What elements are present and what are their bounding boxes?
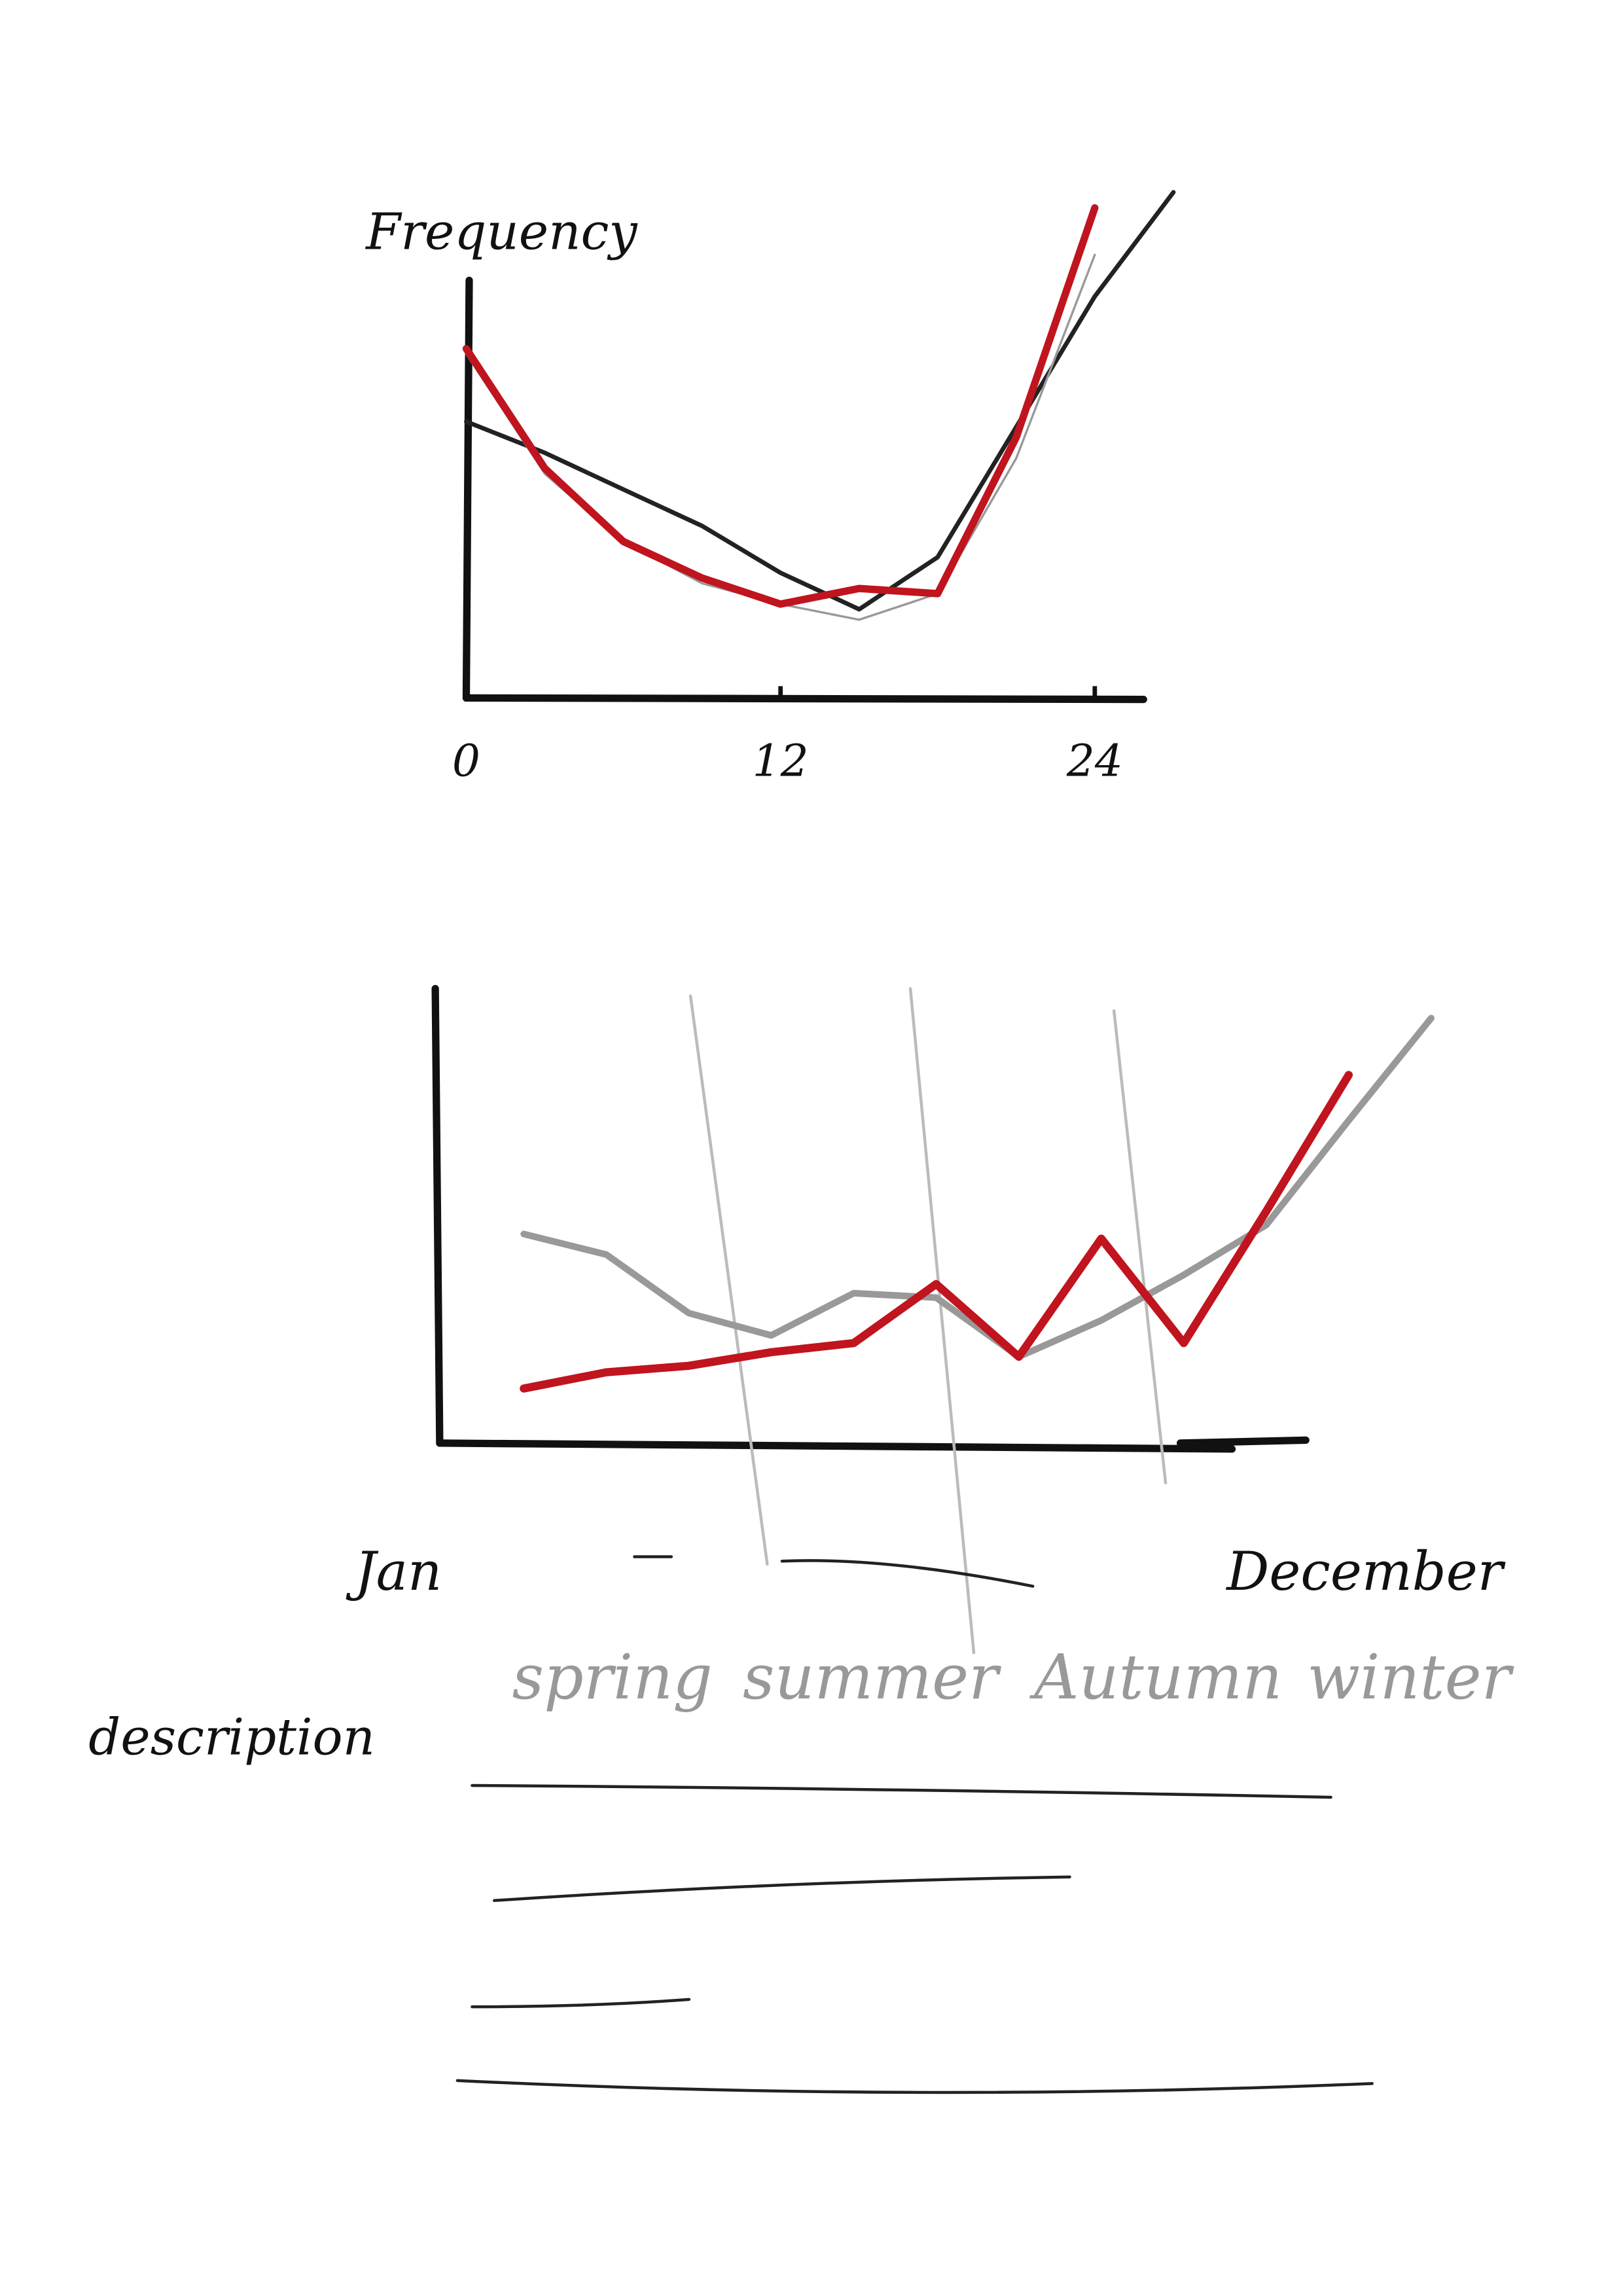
- line: [520, 1014, 1435, 1361]
- annotation: spring: [512, 1641, 712, 1713]
- line: [462, 204, 1099, 608]
- annotation: winter: [1307, 1641, 1514, 1713]
- y-axis-label: Frequency: [365, 204, 638, 262]
- x-tick-label: 12: [753, 734, 809, 786]
- description-label: description: [88, 1708, 375, 1767]
- y-axis: [431, 984, 444, 1447]
- annotation: Autumn: [1029, 1641, 1282, 1713]
- x-tick-label: 24: [1066, 734, 1123, 786]
- x-tick-label: 0: [452, 734, 480, 786]
- x-axis: [462, 694, 1147, 704]
- y-axis: [462, 276, 473, 702]
- description-line: [455, 1784, 1374, 2094]
- line: [465, 253, 1096, 621]
- season-divider: [688, 987, 1168, 1655]
- line: [520, 1071, 1353, 1393]
- x-tick-label: Jan: [346, 1541, 442, 1603]
- annotation: summer: [743, 1641, 1001, 1713]
- x-tick-label: December: [1225, 1541, 1506, 1603]
- line: [464, 190, 1176, 612]
- x-axis: [436, 1436, 1310, 1453]
- scribble: [633, 1555, 1035, 1588]
